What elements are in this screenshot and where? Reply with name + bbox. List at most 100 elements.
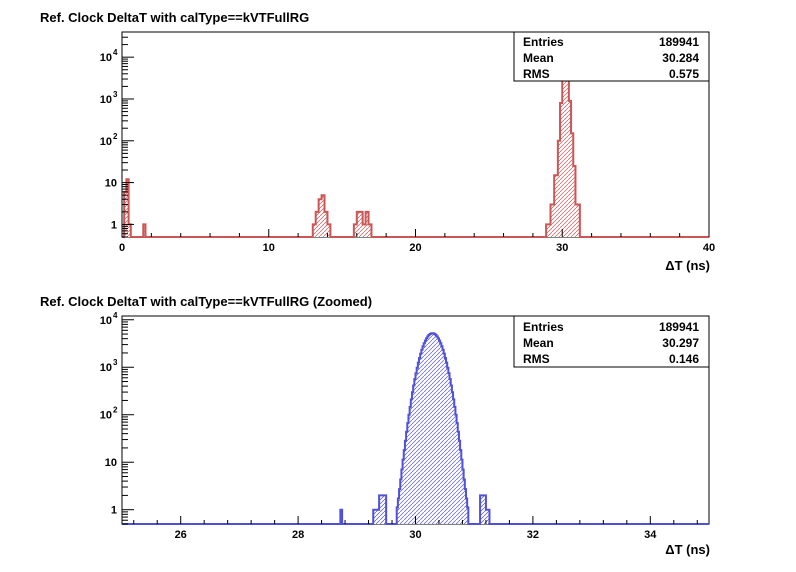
x-tick-label: 30 (409, 529, 421, 541)
histogram-bin (401, 469, 403, 524)
histogram-bin (444, 357, 447, 524)
histogram-bin (423, 343, 425, 524)
histogram-bin (407, 423, 409, 524)
x-tick-label: 40 (703, 242, 715, 254)
histogram-bin (404, 440, 407, 524)
top-x-axis-label: ΔT (ns) (665, 258, 710, 273)
top-panel: Ref. Clock DeltaT with calType==kVTFullR… (40, 10, 715, 273)
histogram-bin (460, 450, 462, 524)
x-tick-label: 10 (263, 242, 275, 254)
histogram-bin (410, 399, 412, 524)
histogram-bin (422, 346, 424, 524)
bottom-stats-rms-value: 0.146 (669, 352, 699, 366)
histogram-outline (122, 332, 709, 525)
histogram-bin (413, 385, 415, 524)
histogram-bin (406, 431, 408, 524)
bottom-stats-entries-label: Entries (523, 320, 564, 334)
histogram-bin (568, 100, 572, 237)
top-stats-mean-label: Mean (523, 51, 554, 65)
histogram-bin (429, 334, 431, 524)
top-stats-rms-label: RMS (523, 67, 550, 81)
x-tick-label: 32 (527, 529, 539, 541)
y-tick-exponent: 3 (113, 90, 118, 99)
histogram-bin (550, 204, 555, 237)
histogram-bin (399, 489, 401, 524)
histogram-bin (415, 373, 417, 524)
x-tick-label: 28 (292, 529, 304, 541)
histogram-bin (417, 362, 420, 524)
histogram-bin (455, 414, 457, 524)
y-tick-exponent: 2 (113, 132, 118, 141)
y-tick-exponent: 4 (113, 311, 118, 320)
histogram-bin (457, 431, 459, 524)
bottom-x-axis: 26 28 30 32 34 (133, 516, 698, 541)
histogram-bin (315, 211, 319, 237)
histogram-bin (446, 362, 448, 524)
histogram-bin (440, 343, 442, 524)
bottom-stats-mean-label: Mean (523, 336, 554, 350)
histogram-bin (411, 392, 414, 524)
y-tick-label: 10 (105, 178, 117, 190)
histogram-bin (435, 335, 437, 524)
bottom-x-axis-label: ΔT (ns) (665, 542, 710, 557)
histogram-bin (379, 495, 387, 524)
histogram-bin (409, 406, 411, 524)
histogram-bin (573, 165, 576, 237)
histogram-bin (571, 133, 574, 237)
bottom-stats-mean-value: 30.297 (662, 336, 699, 350)
y-tick-label: 10 (100, 410, 112, 422)
x-tick-label: 26 (175, 529, 187, 541)
histogram-bin (365, 211, 369, 237)
histogram-bin (321, 195, 325, 237)
histogram-bin (424, 340, 427, 524)
histogram-bin (448, 373, 450, 524)
top-histogram-bars (122, 45, 709, 238)
histogram-bin (462, 469, 464, 524)
histogram-bin (353, 224, 357, 237)
histogram-bin (402, 459, 404, 524)
histogram-bin (420, 353, 422, 524)
bottom-stats-entries-value: 189941 (659, 320, 699, 334)
histogram-bin (324, 211, 328, 237)
histogram-bin (454, 406, 456, 524)
x-tick-label: 30 (556, 242, 568, 254)
y-tick-exponent: 3 (113, 358, 118, 367)
histogram-bin (368, 224, 372, 237)
y-tick-label: 10 (100, 52, 112, 64)
histogram-bin (143, 224, 146, 237)
histogram-bin (359, 211, 363, 237)
histogram-bin (564, 46, 567, 237)
y-tick-exponent: 4 (113, 48, 118, 57)
histogram-bin (557, 140, 561, 237)
histogram-bin (356, 211, 360, 237)
histogram-bin (408, 414, 410, 524)
histogram-bin (464, 489, 466, 524)
bottom-stats-rms-label: RMS (523, 352, 550, 366)
histogram-bin (433, 333, 435, 524)
histogram-bin (419, 357, 421, 524)
histogram-bin (441, 346, 443, 524)
bottom-panel: Ref. Clock DeltaT with calType==kVTFullR… (40, 294, 710, 557)
top-panel-title: Ref. Clock DeltaT with calType==kVTFullR… (40, 10, 309, 25)
top-stats-box: Entries 189941 Mean 30.284 RMS 0.575 (513, 31, 710, 82)
histogram-bin (566, 66, 569, 237)
histogram-bin (373, 509, 380, 524)
histogram-bin (436, 336, 438, 524)
y-tick-label: 1 (111, 505, 117, 517)
histogram-bin (575, 204, 580, 237)
histogram-bin (546, 224, 551, 237)
histogram-bin (362, 224, 366, 237)
histogram-bin (456, 423, 458, 524)
histogram-bin (554, 175, 558, 237)
bottom-stats-box: Entries 189941 Mean 30.297 RMS 0.146 (513, 315, 710, 368)
histogram-bin (414, 379, 416, 524)
y-tick-label: 1 (111, 219, 117, 231)
histogram-bin (318, 199, 322, 237)
x-tick-label: 20 (409, 242, 421, 254)
histogram-bin (426, 338, 428, 524)
histogram-bin (453, 399, 455, 524)
histogram-bin (126, 179, 129, 237)
histogram-bin (428, 335, 430, 524)
